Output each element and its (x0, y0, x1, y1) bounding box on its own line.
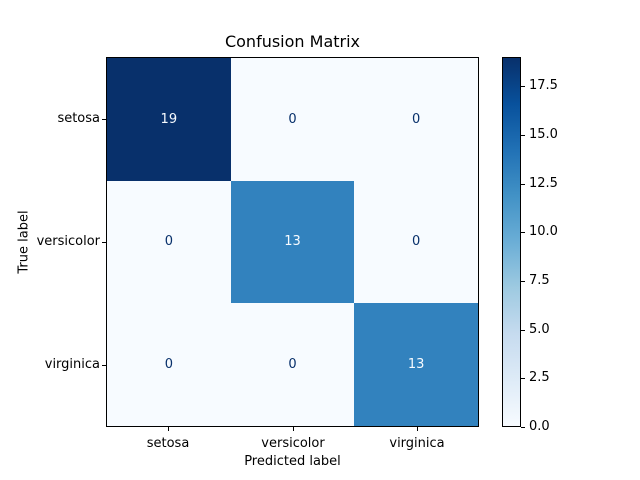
colorbar-tick-mark (521, 281, 525, 282)
colorbar-tick-label: 17.5 (529, 78, 558, 93)
cell-value: 0 (412, 111, 421, 127)
colorbar-tick-label: 10.0 (529, 224, 558, 239)
x-axis-title: Predicted label (244, 454, 341, 469)
x-tick-label-virginica: virginica (389, 436, 445, 451)
cell-value: 13 (407, 357, 425, 373)
colorbar-tick-label: 0.0 (529, 419, 550, 434)
y-tick-label-setosa: setosa (57, 111, 100, 126)
cell-value: 0 (164, 357, 173, 373)
colorbar-tick-label: 15.0 (529, 127, 558, 142)
colorbar-tick-label: 7.5 (529, 273, 550, 288)
x-tick-label-versicolor: versicolor (261, 436, 325, 451)
matrix-cell-setosa-setosa: 19 (107, 58, 231, 181)
matrix-cell-setosa-versicolor: 0 (230, 58, 355, 181)
matrix-cell-setosa-virginica: 0 (354, 58, 478, 181)
colorbar-tick-mark (521, 232, 525, 233)
y-tick-mark (102, 365, 106, 366)
colorbar-tick-mark (521, 330, 525, 331)
cell-value: 0 (288, 111, 297, 127)
x-tick-mark (168, 427, 169, 431)
y-tick-mark (102, 242, 106, 243)
colorbar-tick-mark (521, 378, 525, 379)
matrix-cell-versicolor-virginica: 0 (354, 180, 478, 304)
colorbar-tick-mark (521, 135, 525, 136)
cell-value: 0 (164, 234, 173, 250)
colorbar-tick-mark (521, 427, 525, 428)
colorbar-tick-label: 2.5 (529, 370, 550, 385)
colorbar-tick-mark (521, 184, 525, 185)
x-tick-mark (293, 427, 294, 431)
y-tick-mark (102, 119, 106, 120)
y-tick-label-versicolor: versicolor (36, 234, 100, 249)
colorbar (502, 57, 521, 427)
x-tick-label-setosa: setosa (146, 436, 190, 451)
heatmap-plot-area: 19 0 0 0 13 0 0 0 13 (106, 57, 479, 427)
y-tick-label-virginica: virginica (44, 357, 100, 372)
matrix-cell-virginica-setosa: 0 (107, 303, 231, 426)
x-tick-mark (417, 427, 418, 431)
cell-value: 13 (284, 234, 301, 250)
colorbar-tick-label: 5.0 (529, 322, 550, 337)
cell-value: 0 (412, 234, 421, 250)
cell-value: 19 (160, 111, 178, 127)
colorbar-tick-label: 12.5 (529, 176, 558, 191)
chart-title: Confusion Matrix (224, 32, 361, 51)
matrix-cell-virginica-versicolor: 0 (230, 303, 355, 426)
matrix-cell-versicolor-versicolor: 13 (230, 180, 355, 304)
matrix-cell-versicolor-setosa: 0 (107, 180, 231, 304)
matrix-cell-virginica-virginica: 13 (354, 303, 478, 426)
cell-value: 0 (288, 357, 297, 373)
colorbar-tick-mark (521, 86, 525, 87)
